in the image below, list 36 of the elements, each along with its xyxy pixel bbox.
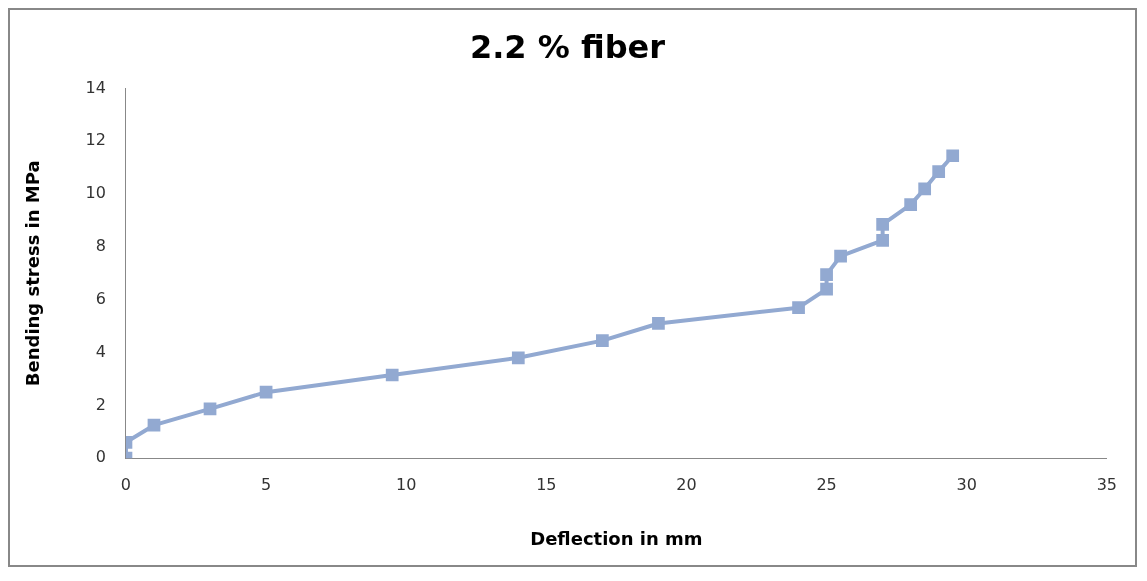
x-tick-label: 20 (676, 474, 697, 494)
point (820, 282, 833, 296)
x-tick-label: 30 (956, 474, 977, 494)
point (147, 418, 161, 432)
point (259, 385, 273, 399)
point (946, 149, 960, 163)
point (932, 165, 946, 178)
x-tick-label: 0 (120, 474, 132, 494)
point (904, 198, 918, 211)
y-tick-label: 10 (85, 183, 106, 203)
y-tick-label: 6 (95, 288, 106, 308)
chart-title: 2.2 % fiber (469, 27, 666, 66)
y-tick-label: 8 (95, 236, 106, 256)
point (876, 218, 889, 231)
point (792, 301, 805, 314)
point (652, 317, 665, 330)
y-tick-label: 4 (95, 341, 106, 361)
x-tick-label: 10 (396, 474, 417, 494)
y-tick-label: 12 (85, 130, 106, 150)
y-tick-label: 2 (95, 394, 106, 414)
x-axis-title: Deflection in mm (530, 527, 703, 549)
point (203, 402, 217, 416)
point (918, 182, 932, 196)
y-tick-label: 0 (95, 447, 106, 467)
point (596, 334, 609, 348)
x-tick-label: 5 (260, 474, 272, 494)
x-tick-label: 25 (816, 474, 837, 494)
point (385, 368, 399, 382)
point (834, 249, 847, 263)
point (511, 351, 525, 365)
point (820, 268, 833, 281)
y-tick-label: 14 (85, 77, 106, 97)
point (876, 233, 889, 247)
y-axis-title: Bending stress in MPa (22, 160, 44, 387)
x-tick-label: 15 (536, 474, 557, 494)
x-tick-label: 35 (1096, 474, 1117, 494)
